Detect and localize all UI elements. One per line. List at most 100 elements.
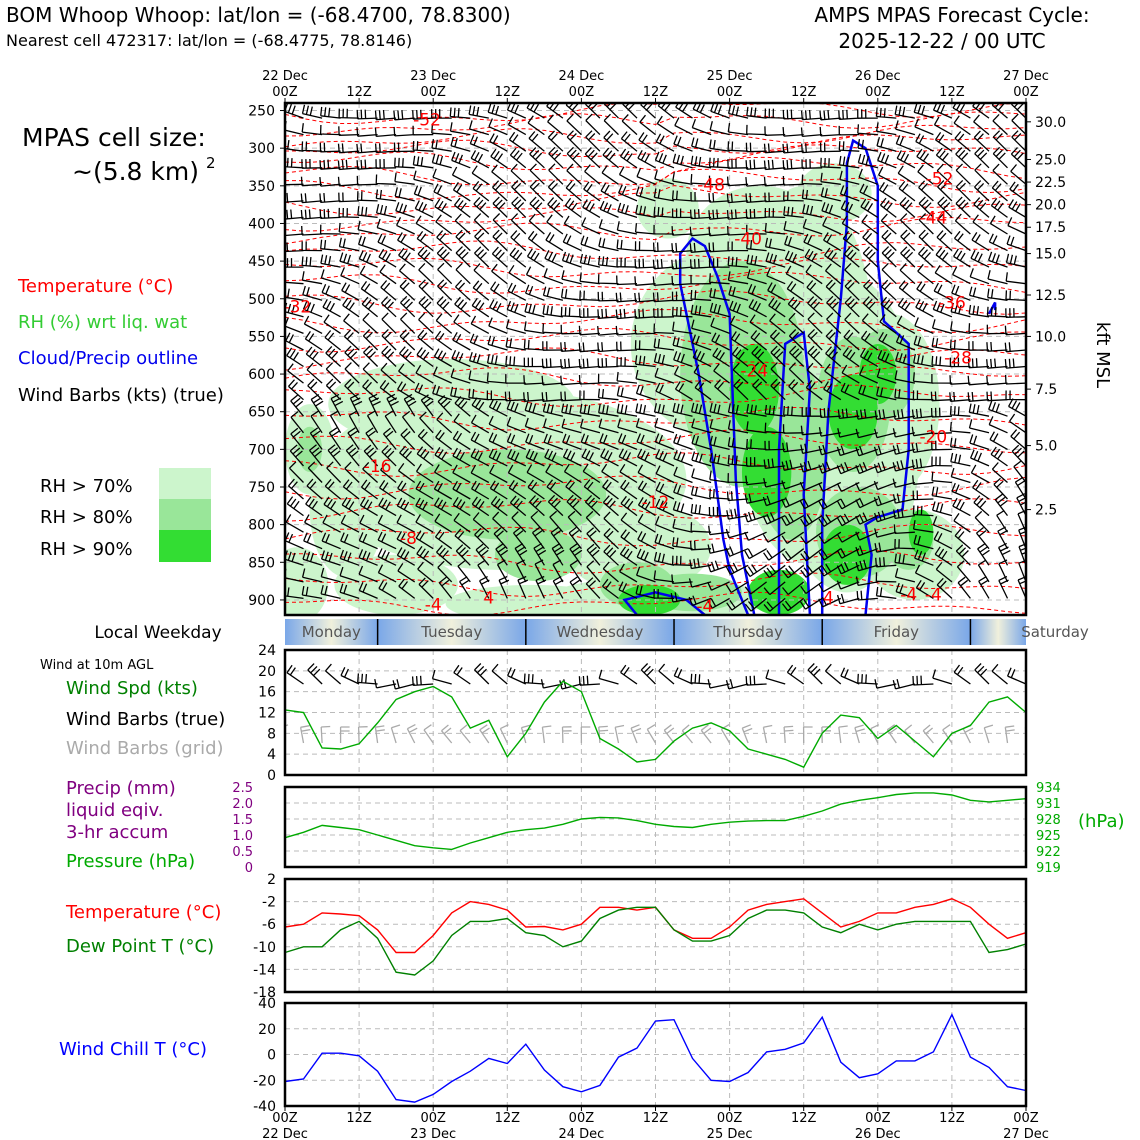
wind-barb (787, 296, 805, 318)
wind-barb (900, 213, 916, 235)
precip-tick-label: 0.5 (232, 845, 253, 860)
wind-barb (301, 256, 323, 268)
wind-barb (875, 557, 897, 568)
temp-tick-label: -6 (262, 917, 276, 933)
wind-barb (873, 480, 897, 491)
wind-barb (949, 357, 971, 368)
wind-barb (819, 126, 841, 137)
wind-barb (634, 324, 656, 335)
wind-barb (285, 250, 286, 252)
wind-barb-true (491, 663, 508, 685)
wind-barb (417, 246, 434, 268)
wind-barb (541, 375, 563, 386)
wind-barb (899, 263, 916, 285)
wind-barb (844, 262, 860, 285)
wind-barb (636, 433, 656, 451)
wind-barb (805, 380, 823, 401)
wind-barb (880, 296, 897, 318)
wind-barb (935, 247, 953, 268)
wind-barb (709, 470, 730, 484)
wind-barb (415, 480, 434, 500)
wind-barb (838, 155, 860, 169)
wind-barb (745, 457, 767, 467)
wind-barb (374, 109, 397, 121)
wind-barb (931, 355, 952, 368)
kft-tick-label: 12.5 (1035, 288, 1066, 304)
wind-barb (510, 230, 527, 252)
wind-barb (806, 280, 823, 301)
top-date-label: 22 Dec (262, 69, 308, 84)
wind-barb (690, 522, 712, 533)
kft-tick-label: 2.5 (1035, 503, 1057, 519)
wind-barb (544, 448, 564, 467)
wind-barb (803, 233, 823, 252)
wind-barb (616, 257, 638, 268)
wind-barb (546, 214, 564, 235)
wind-barb (363, 444, 379, 467)
wind-barb (512, 526, 527, 550)
wind-barb (321, 283, 341, 301)
wind-barb (896, 315, 916, 334)
wind-barb (338, 237, 360, 252)
wind-barb (452, 182, 471, 202)
wind-barb (603, 544, 619, 566)
wind-barb (955, 163, 971, 185)
pressure-tick-label: 900 (248, 593, 275, 609)
isotherm-contour (285, 309, 1026, 334)
wind-barb (285, 139, 304, 152)
wind-barb (342, 479, 360, 500)
wind-barb (434, 198, 453, 218)
wind-barbs-grid-legend: Wind Barbs (grid) (66, 738, 224, 759)
wind-barb (843, 246, 860, 268)
wind-barb (418, 312, 434, 334)
wind-barb-grid (299, 725, 311, 744)
wind-barb (782, 175, 804, 186)
wind-barb (585, 130, 601, 152)
wind-barb (285, 242, 304, 253)
wind-barb (452, 447, 471, 467)
wind-barb (301, 271, 323, 285)
pressure-tick-label: 928 (1036, 813, 1061, 828)
wind-barb (857, 109, 878, 119)
wind-barb (953, 230, 971, 252)
wind-barb (936, 163, 953, 185)
wind-barb (396, 530, 416, 550)
wind-barb (709, 488, 730, 500)
wind-barb (801, 174, 823, 185)
wind-barb (671, 242, 693, 253)
isotherm-contour (285, 271, 1026, 294)
isotherm-contour (285, 366, 1026, 387)
wind-barb (396, 514, 416, 533)
wind-barb (530, 510, 545, 533)
wind-barb (955, 179, 971, 202)
bottom-hour-label: 00Z (717, 1111, 743, 1126)
wind-barb (377, 531, 397, 550)
wind-barb (804, 248, 823, 268)
wind-barb (933, 116, 953, 136)
wind-barb (378, 580, 397, 599)
wind-barb-true (640, 663, 656, 685)
wind-barb (542, 402, 564, 417)
wind-barb (992, 113, 1008, 136)
precip-tick-label: 2.0 (232, 797, 253, 812)
wind-barb (343, 329, 360, 351)
wind-barb (876, 368, 897, 384)
wind-barb (970, 464, 990, 484)
wind-barb-true (325, 663, 342, 685)
wind-barb (934, 546, 953, 566)
wind-barb (1013, 460, 1026, 483)
wind-barb (781, 564, 805, 579)
isotherm-contour (285, 240, 1026, 262)
wind-barb (488, 118, 508, 136)
wind-barb (972, 479, 990, 500)
wind-barb (492, 213, 508, 235)
wind-barb (1005, 390, 1026, 401)
wind-barb (454, 296, 471, 318)
temp-tick-label: -2 (262, 895, 276, 911)
precip-tick-label: 1.0 (232, 829, 253, 844)
wind-barb (912, 475, 934, 485)
wind-barb (523, 391, 545, 402)
wind-barb (547, 114, 564, 136)
wind-barb (912, 372, 934, 384)
wind-barb (285, 167, 286, 168)
